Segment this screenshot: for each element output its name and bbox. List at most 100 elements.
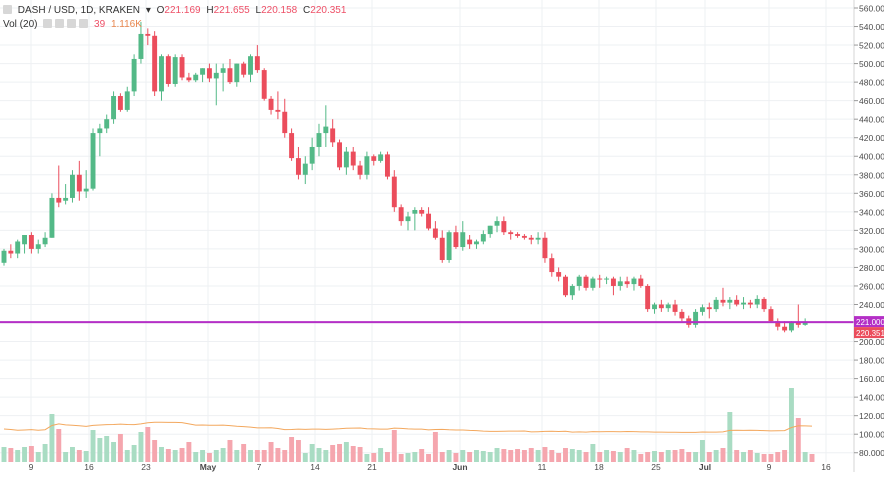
candle-body[interactable] [8, 250, 14, 254]
candle-body[interactable] [357, 165, 363, 175]
candle-body[interactable] [645, 285, 651, 310]
candle-body[interactable] [193, 74, 199, 81]
candle-body[interactable] [741, 302, 746, 305]
candle-body[interactable] [282, 111, 288, 134]
candle-body[interactable] [15, 241, 21, 254]
candle-body[interactable] [747, 302, 753, 305]
candle-body[interactable] [631, 278, 637, 285]
candle-body[interactable] [206, 68, 212, 79]
candle-body[interactable] [528, 237, 534, 240]
candle-body[interactable] [563, 276, 568, 296]
candle-body[interactable] [90, 133, 96, 189]
candle-body[interactable] [295, 158, 301, 175]
candle-body[interactable] [446, 232, 452, 261]
candle-body[interactable] [1, 250, 7, 263]
symbol-caret-icon[interactable]: ▾ [145, 5, 151, 16]
candle-body[interactable] [323, 126, 329, 134]
candle-body[interactable] [42, 237, 48, 245]
candle-body[interactable] [159, 56, 164, 92]
candle-body[interactable] [693, 311, 699, 325]
candle-body[interactable] [186, 77, 192, 81]
candle-body[interactable] [604, 278, 610, 280]
candle-body[interactable] [768, 309, 774, 322]
candle-body[interactable] [439, 237, 445, 261]
candle-body[interactable] [521, 235, 527, 238]
candle-body[interactable] [713, 299, 719, 310]
candle-body[interactable] [679, 311, 685, 319]
candle-body[interactable] [275, 109, 281, 112]
candle-body[interactable] [638, 278, 644, 286]
candle-body[interactable] [590, 278, 596, 288]
candle-body[interactable] [117, 96, 123, 110]
candle-body[interactable] [556, 272, 562, 277]
candle-body[interactable] [412, 209, 418, 214]
candle-body[interactable] [83, 188, 89, 192]
candle-body[interactable] [460, 232, 466, 248]
candle-body[interactable] [453, 232, 459, 248]
candle-body[interactable] [569, 285, 575, 296]
candle-body[interactable] [706, 307, 712, 310]
close-icon[interactable] [67, 19, 77, 28]
candle-body[interactable] [583, 276, 589, 288]
candle-body[interactable] [788, 323, 794, 331]
candle-body[interactable] [610, 278, 616, 286]
candle-body[interactable] [330, 128, 336, 143]
candle-body[interactable] [371, 156, 377, 161]
candle-body[interactable] [234, 63, 240, 83]
settings-icon[interactable] [55, 19, 65, 28]
candle-body[interactable] [22, 235, 28, 245]
candle-body[interactable] [56, 197, 62, 203]
candle-body[interactable] [131, 58, 137, 92]
candle-body[interactable] [432, 228, 438, 238]
candle-body[interactable] [76, 174, 82, 192]
candle-body[interactable] [426, 213, 432, 229]
candle-body[interactable] [665, 304, 671, 309]
candle-body[interactable] [172, 57, 178, 84]
candle-body[interactable] [145, 33, 151, 36]
candle-body[interactable] [316, 133, 322, 147]
candle-body[interactable] [350, 151, 356, 166]
candle-body[interactable] [795, 323, 801, 325]
candle-body[interactable] [597, 278, 603, 280]
candle-body[interactable] [761, 298, 767, 310]
candle-body[interactable] [405, 216, 411, 222]
candle-body[interactable] [652, 304, 657, 310]
candle-body[interactable] [802, 322, 808, 325]
candle-body[interactable] [658, 304, 664, 309]
candle-body[interactable] [309, 146, 315, 164]
candle-body[interactable] [775, 321, 781, 327]
candle-body[interactable] [104, 119, 110, 129]
candle-body[interactable] [261, 70, 267, 99]
candle-body[interactable] [97, 128, 103, 134]
candle-body[interactable] [398, 207, 404, 222]
eye-icon[interactable] [43, 19, 53, 28]
candle-body[interactable] [576, 276, 582, 286]
candle-body[interactable] [535, 237, 541, 240]
candle-body[interactable] [378, 154, 384, 161]
candle-body[interactable] [487, 225, 493, 235]
candle-body[interactable] [268, 98, 274, 110]
candle-body[interactable] [515, 234, 521, 236]
candle-body[interactable] [220, 68, 226, 73]
candle-body[interactable] [70, 174, 75, 198]
candle-body[interactable] [152, 35, 158, 92]
candle-body[interactable] [480, 234, 486, 242]
candle-body[interactable] [727, 299, 733, 303]
candle-body[interactable] [63, 197, 69, 201]
candle-body[interactable] [165, 56, 171, 84]
candle-body[interactable] [624, 281, 630, 285]
candle-body[interactable] [289, 133, 295, 159]
candle-body[interactable] [474, 241, 479, 245]
candle-body[interactable] [302, 163, 308, 175]
candle-body[interactable] [200, 68, 206, 75]
candle-body[interactable] [501, 221, 507, 233]
candle-body[interactable] [754, 298, 760, 305]
candle-body[interactable] [35, 244, 41, 249]
candle-body[interactable] [391, 176, 397, 208]
candle-body[interactable] [384, 154, 390, 177]
candle-body[interactable] [241, 63, 247, 75]
candle-body[interactable] [617, 281, 623, 286]
candle-body[interactable] [227, 68, 233, 83]
